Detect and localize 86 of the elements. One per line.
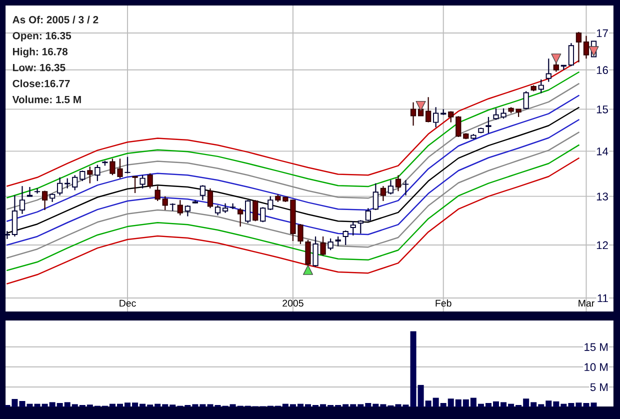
candlestick	[546, 58, 552, 82]
x-tick-label: Mar	[578, 300, 594, 307]
y-tick-label: 13	[596, 192, 608, 200]
annotation: Volume: 1.5 M	[12, 96, 81, 104]
candlestick	[230, 202, 236, 210]
candlestick	[72, 174, 78, 191]
y-tick-label: 5 M	[590, 383, 608, 392]
candlestick	[576, 31, 582, 63]
y-tick-label: 15 M	[584, 343, 608, 351]
candlestick	[200, 184, 206, 201]
candlestick	[124, 156, 130, 174]
y-tick-label: 14	[596, 148, 608, 156]
candlestick	[154, 186, 160, 202]
candlestick	[245, 200, 251, 224]
candlestick	[312, 236, 318, 268]
candlestick	[395, 174, 402, 192]
candlestick	[19, 186, 26, 214]
candlestick	[162, 196, 168, 211]
line-series	[6, 132, 580, 258]
candlestick	[320, 236, 326, 256]
point	[588, 46, 599, 56]
candlestick	[410, 102, 416, 126]
candlestick	[238, 208, 244, 228]
candlestick	[433, 106, 439, 128]
candlestick	[568, 42, 574, 67]
candlestick	[456, 116, 462, 138]
candlestick	[350, 220, 356, 236]
x-tick-label: Feb	[436, 300, 452, 307]
candlestick	[365, 208, 371, 222]
line-series	[6, 158, 580, 284]
candlestick	[177, 200, 183, 216]
candlestick	[207, 188, 214, 209]
annotation: As Of: 2005 / 3 / 2	[12, 16, 98, 24]
candlestick	[358, 220, 364, 234]
candlestick	[132, 176, 138, 194]
candlestick	[486, 116, 492, 134]
point	[302, 264, 314, 275]
candlestick	[140, 174, 146, 189]
candlestick	[252, 200, 258, 222]
candlestick	[12, 194, 18, 238]
candlestick	[268, 196, 274, 211]
x-tick-label: 2005	[282, 300, 304, 307]
y-tick-label: 15	[596, 106, 608, 114]
candlestick	[388, 180, 394, 195]
candlestick	[214, 204, 221, 216]
candlestick	[448, 110, 454, 123]
line-series	[6, 72, 580, 198]
point	[551, 54, 562, 64]
candlestick	[342, 230, 348, 246]
y-tick-label: 17	[596, 29, 608, 38]
candlestick	[94, 164, 100, 182]
candlestick	[553, 62, 559, 72]
candlestick	[34, 188, 40, 194]
line-series	[6, 60, 580, 187]
y-tick-label: 11	[598, 294, 608, 302]
line-series	[6, 106, 580, 234]
x-tick-label: Dec	[120, 300, 136, 307]
candlestick	[380, 186, 386, 202]
annotation: High: 16.78	[13, 48, 68, 58]
y-tick-label: 16	[596, 66, 608, 74]
candlestick	[328, 238, 334, 251]
line-series	[6, 119, 580, 246]
annotation: Open: 16.35	[12, 32, 72, 42]
point	[416, 100, 426, 111]
candlestick	[222, 202, 228, 214]
annotation: Close:16.77	[12, 80, 70, 88]
y-tick-label: 10 M	[584, 363, 608, 372]
y-tick-label: 12	[596, 241, 608, 250]
annotation: Low: 16.35	[13, 64, 66, 72]
bar	[590, 402, 597, 407]
candlestick	[335, 236, 341, 247]
candlestick	[80, 170, 86, 182]
candlestick	[64, 178, 70, 189]
candlestick	[147, 172, 153, 189]
candlestick	[57, 176, 63, 196]
candlestick	[87, 166, 93, 184]
candlestick	[42, 190, 48, 211]
candlestick	[538, 78, 544, 94]
candlestick	[26, 186, 33, 197]
candlestick	[372, 182, 378, 211]
candlestick	[583, 35, 590, 60]
candlestick	[260, 206, 266, 223]
line-series	[6, 94, 580, 222]
candlestick	[523, 90, 529, 110]
candlestick	[426, 96, 432, 123]
line-series	[6, 144, 580, 272]
